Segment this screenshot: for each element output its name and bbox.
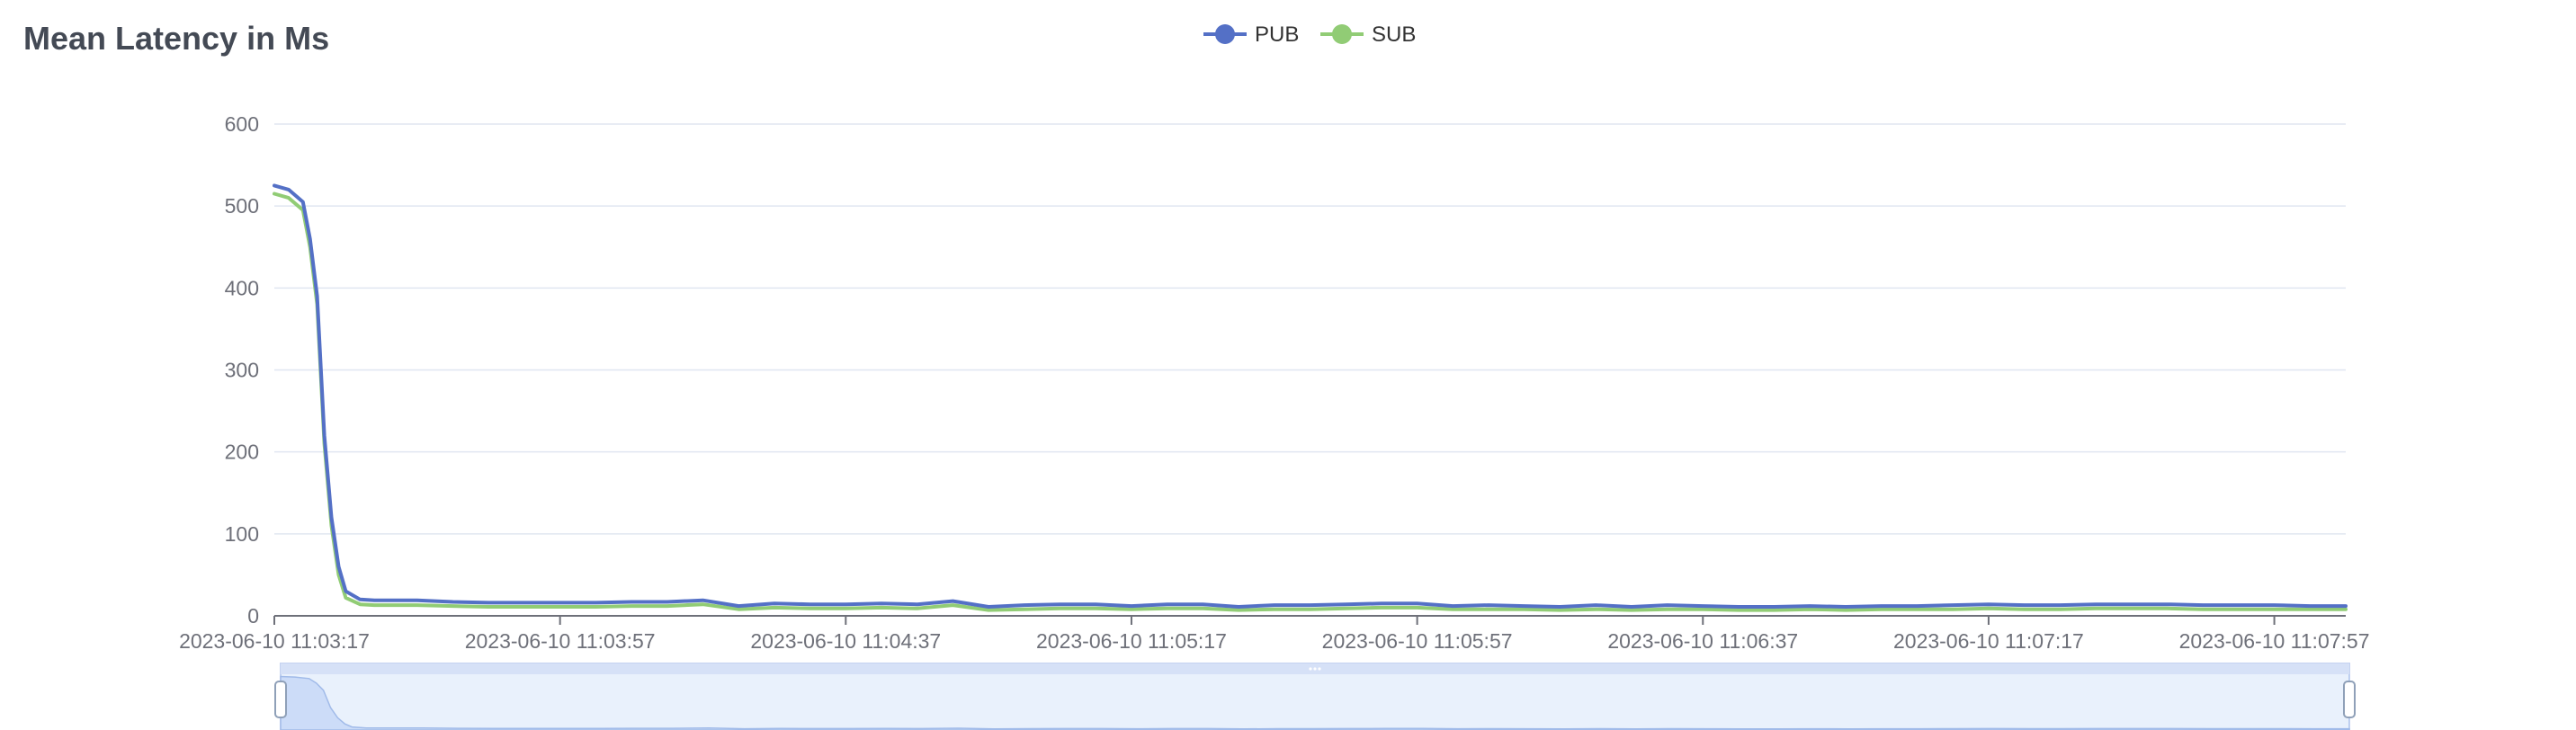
- x-tick-label: 2023-06-10 11:05:57: [1322, 629, 1513, 653]
- grid-lines: [274, 123, 2346, 535]
- zoom-left-handle[interactable]: [274, 681, 287, 718]
- x-tick-label: 2023-06-10 11:03:17: [179, 629, 370, 653]
- legend-marker-pub[interactable]: [1215, 24, 1235, 44]
- y-tick-label: 600: [225, 112, 259, 136]
- x-tick-label: 2023-06-10 11:07:57: [2179, 629, 2370, 653]
- legend-marker-sub[interactable]: [1332, 24, 1352, 44]
- legend-label-sub[interactable]: SUB: [1372, 22, 1416, 47]
- data-zoom-slider[interactable]: [274, 663, 2356, 730]
- y-axis: 0 100 200 300 400 500 600: [225, 112, 259, 628]
- zoom-right-handle[interactable]: [2343, 681, 2356, 718]
- y-tick-label: 200: [225, 441, 259, 464]
- zoom-grip-dot: [1309, 667, 1312, 671]
- legend: PUB SUB: [1203, 22, 1416, 47]
- zoom-selected-range[interactable]: [281, 663, 2349, 730]
- zoom-grip-dot: [1318, 667, 1321, 671]
- chart-title: Mean Latency in Ms: [23, 20, 330, 57]
- y-tick-label: 400: [225, 276, 259, 299]
- series-line-pub: [273, 183, 2348, 609]
- x-tick-label: 2023-06-10 11:05:17: [1036, 629, 1227, 653]
- y-tick-label: 300: [225, 359, 259, 382]
- x-tick-label: 2023-06-10 11:03:57: [465, 629, 656, 653]
- y-tick-label: 0: [247, 604, 259, 628]
- series-line-sub: [273, 191, 2348, 612]
- zoom-preview-area: [280, 675, 2350, 730]
- x-tick-label: 2023-06-10 11:04:37: [750, 629, 941, 653]
- series-group: [273, 183, 2348, 612]
- zoom-grip-dot: [1313, 667, 1317, 671]
- x-tick-label: 2023-06-10 11:06:37: [1607, 629, 1798, 653]
- legend-label-pub[interactable]: PUB: [1255, 22, 1299, 47]
- x-axis: 2023-06-10 11:03:17 2023-06-10 11:03:57 20…: [179, 615, 2370, 653]
- x-tick-label: 2023-06-10 11:07:17: [1893, 629, 2084, 653]
- y-tick-label: 500: [225, 194, 259, 218]
- y-tick-label: 100: [225, 522, 259, 546]
